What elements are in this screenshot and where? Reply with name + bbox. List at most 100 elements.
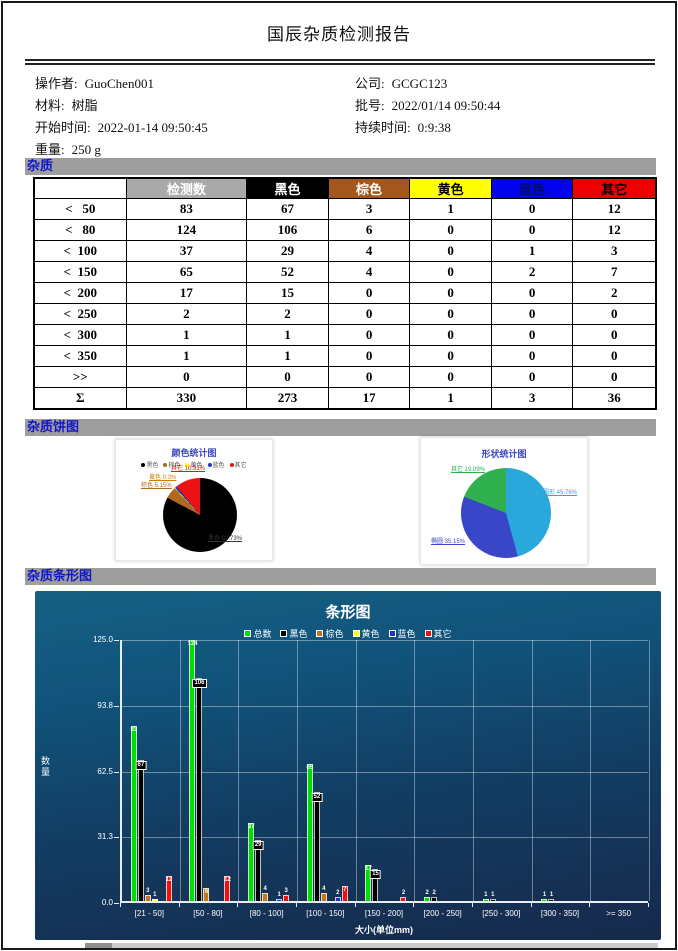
legend-swatch <box>352 630 360 637</box>
bar: 4 <box>320 886 327 901</box>
axis-tick-label: [21 - 50] <box>134 909 164 918</box>
tick-mark <box>114 771 119 773</box>
table-cell: 0 <box>490 282 574 304</box>
tick-mark <box>114 705 119 707</box>
axis-tick-label: [100 - 150] <box>306 909 345 918</box>
table-cell: 0 <box>409 366 492 388</box>
bar-value-label: 2 <box>401 889 406 896</box>
table-cell: 0 <box>490 198 574 220</box>
bar: 7 <box>341 886 348 901</box>
pie-callout: 棕色 5.15% <box>141 483 172 489</box>
row-label: < 350 <box>33 345 127 367</box>
legend-label: 黑色 <box>146 463 159 469</box>
info-value: 2022-01-14 09:50:45 <box>97 120 208 135</box>
axis-tick-label: [250 - 300] <box>482 909 521 918</box>
axis-tick-label: >= 350 <box>606 909 632 918</box>
bar: 83 <box>130 726 138 901</box>
column-header <box>33 177 127 199</box>
legend-item: 棕色 <box>316 627 344 640</box>
table-cell: 0 <box>327 282 411 304</box>
bar: 65 <box>306 764 314 901</box>
tick-mark <box>296 903 297 907</box>
gridline <box>122 705 648 707</box>
table-cell: 2 <box>490 261 574 283</box>
table-cell: 1 <box>125 345 248 367</box>
x-axis-label: 大小(单位mm) <box>355 925 413 935</box>
color-pie-title: 颜色统计图 <box>171 448 217 458</box>
tick-mark <box>178 903 180 907</box>
legend-swatch <box>244 630 252 637</box>
table-cell: 37 <box>125 240 248 262</box>
gridline <box>355 640 357 901</box>
legend-swatch <box>141 462 146 467</box>
impurity-table: 检测数 黑色 棕色 黄色 蓝色 其它 < 50 83 67 3 1 0 12 < 80 124 106 6 0 0 1… <box>33 177 657 410</box>
bar-value-label: 15 <box>370 870 381 880</box>
bar: 37 <box>248 823 255 901</box>
gridline <box>649 640 650 901</box>
bar-chart-panel: 条形图 总数 黑色 棕色 黄色 蓝色 其它 数量 125.0 93.8 62.5 31.3 0.0… <box>35 591 661 940</box>
legend-item: 总数 <box>244 627 271 640</box>
table-cell: 0 <box>327 324 411 346</box>
table-cell: 0 <box>246 366 329 388</box>
row-label: < 100 <box>33 240 127 262</box>
bar: 12 <box>165 875 172 901</box>
tick-mark <box>237 903 239 907</box>
table-cell: 2 <box>572 282 657 304</box>
table-cell: 4 <box>327 261 411 283</box>
legend-label: 蓝色 <box>397 629 416 639</box>
bar: 1 <box>482 892 489 901</box>
info-row: 开始时间: 2022-01-14 09:50:45 <box>35 117 208 139</box>
horizontal-scrollbar[interactable] <box>85 943 658 948</box>
table-cell: 2 <box>125 303 248 325</box>
bar-value-label: 4 <box>322 885 326 892</box>
info-value: 0:9:38 <box>417 120 451 135</box>
info-label: 操作者: <box>35 76 78 91</box>
axis-tick-label: 93.8 <box>97 700 113 710</box>
table-row: < 50 83 67 3 1 0 12 <box>33 198 657 220</box>
info-label: 重量: <box>35 142 65 157</box>
table-cell: 12 <box>572 219 657 241</box>
table-cell: 0 <box>409 240 492 262</box>
info-row: 材料: 树脂 <box>35 95 208 117</box>
gridline <box>122 640 648 641</box>
title-divider <box>25 59 655 65</box>
bar: 67 <box>135 760 147 901</box>
table-cell: 67 <box>246 198 329 220</box>
table-row: < 150 65 52 4 0 2 7 <box>33 261 657 283</box>
tick-mark <box>413 903 415 907</box>
info-row: 批号: 2022/01/14 09:50:44 <box>355 95 500 117</box>
table-row: < 350 1 1 0 0 0 0 <box>33 345 657 367</box>
bar: 2 <box>431 890 438 901</box>
bar: 2 <box>424 890 431 901</box>
table-cell: 0 <box>409 282 492 304</box>
tick-mark <box>648 903 649 907</box>
table-cell: 52 <box>246 261 329 283</box>
bar: 4 <box>262 886 269 901</box>
info-label: 公司: <box>355 76 385 91</box>
bar: 106 <box>192 677 207 901</box>
shape-pie-disc <box>461 468 551 558</box>
axis-tick-label: 0.0 <box>101 898 113 907</box>
bar: 3 <box>144 888 151 901</box>
scrollbar-thumb[interactable] <box>85 943 112 948</box>
bar-value-label: 83 <box>130 727 138 734</box>
bar-value-label: 1 <box>153 891 157 898</box>
table-cell: 273 <box>246 387 329 409</box>
gridline <box>122 771 648 773</box>
axis-tick-label: 125.0 <box>92 635 113 644</box>
table-cell: 0 <box>125 366 248 388</box>
bar-value-label: 65 <box>306 765 314 772</box>
bar: 1 <box>151 892 158 901</box>
tick-mark <box>114 903 119 904</box>
gridline <box>297 640 298 901</box>
bar-value-label: 1 <box>549 891 554 898</box>
bar-value-label: 3 <box>146 887 150 894</box>
table-cell: 124 <box>125 219 248 241</box>
legend-item: 蓝色 <box>388 627 416 640</box>
legend-item: 其它 <box>229 460 247 469</box>
legend-label: 棕色 <box>168 463 181 469</box>
table-cell: 0 <box>327 366 411 388</box>
table-cell: 17 <box>125 282 248 304</box>
pie-callout: 椭圆 35.15% <box>431 539 466 545</box>
legend-swatch <box>163 462 168 467</box>
